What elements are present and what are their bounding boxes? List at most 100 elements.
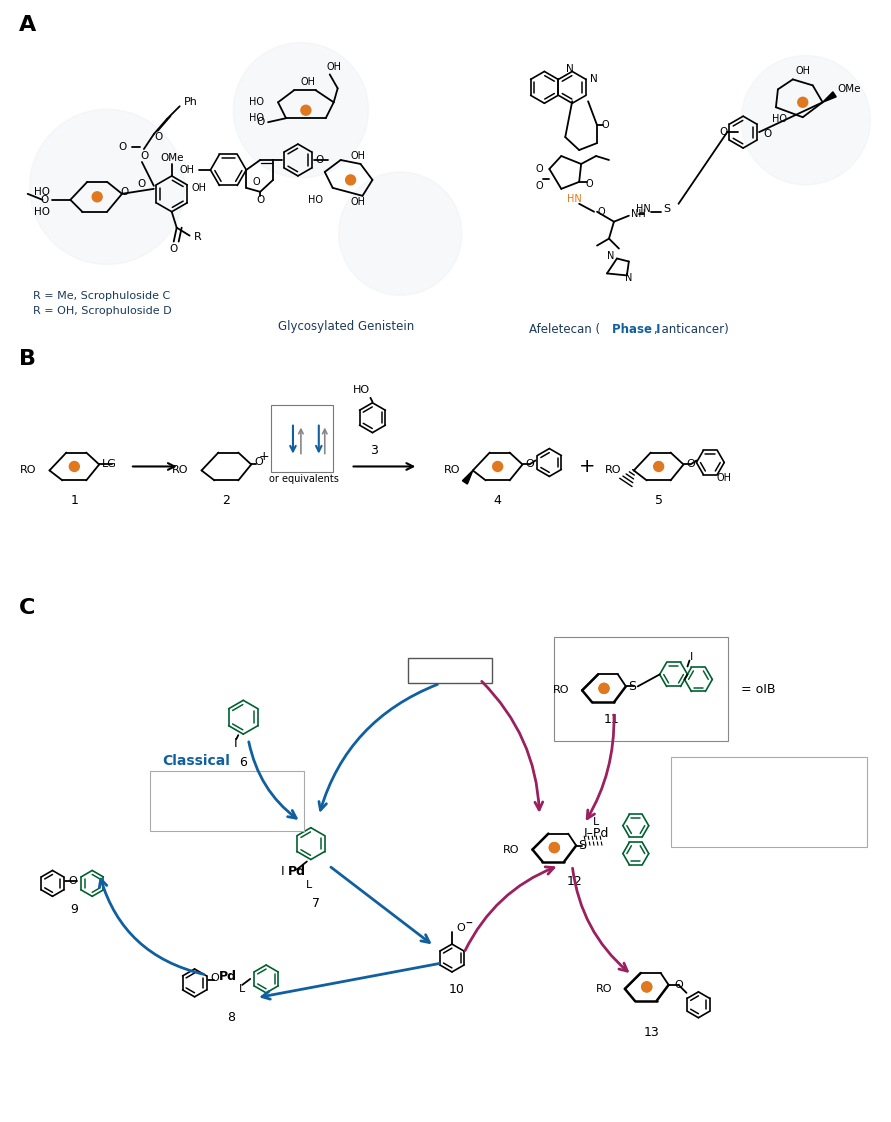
Text: Phase I: Phase I: [612, 323, 660, 335]
Circle shape: [346, 175, 356, 185]
Text: O: O: [210, 973, 219, 983]
Text: +: +: [579, 457, 595, 476]
Circle shape: [339, 172, 462, 295]
Polygon shape: [462, 470, 473, 484]
Text: LG: LG: [102, 460, 117, 469]
Circle shape: [550, 843, 560, 853]
Text: L: L: [306, 881, 312, 891]
Text: O: O: [256, 117, 264, 127]
Text: α: α: [308, 456, 317, 469]
Text: OH: OH: [350, 151, 365, 162]
Text: O: O: [40, 195, 48, 205]
Text: OH: OH: [716, 473, 732, 484]
Text: OH: OH: [350, 196, 365, 206]
Text: 13: 13: [644, 1027, 659, 1039]
Text: L: L: [239, 984, 245, 994]
Text: OH: OH: [192, 183, 207, 193]
Text: R = OH, Scrophuloside D: R = OH, Scrophuloside D: [33, 306, 171, 316]
Text: +: +: [258, 450, 269, 463]
Text: O: O: [526, 460, 535, 469]
Text: OH: OH: [300, 77, 315, 88]
Text: 11: 11: [604, 712, 620, 726]
Text: O: O: [456, 923, 465, 934]
Text: $\mathit{C}_{sp2}$–O  ✓: $\mathit{C}_{sp2}$–O ✓: [159, 787, 219, 803]
Text: OH: OH: [796, 66, 810, 76]
Text: O: O: [585, 178, 593, 188]
Text: Pd: Pd: [288, 865, 306, 877]
Circle shape: [301, 105, 311, 116]
Text: N: N: [625, 274, 633, 284]
Text: • Stereoinversion ($S_N$2): • Stereoinversion ($S_N$2): [681, 802, 803, 816]
Text: $\mathit{C}_{sp3}$–O  ?: $\mathit{C}_{sp3}$–O ?: [159, 810, 217, 827]
Circle shape: [654, 461, 664, 471]
Text: 5: 5: [655, 494, 663, 507]
Text: O: O: [601, 120, 609, 130]
Text: O: O: [254, 458, 263, 468]
Text: Ph: Ph: [184, 98, 198, 108]
Text: Glycosylated Genistein: Glycosylated Genistein: [277, 320, 413, 332]
Text: S: S: [663, 204, 670, 214]
Circle shape: [233, 43, 369, 178]
Text: I: I: [282, 865, 285, 877]
Text: O: O: [169, 243, 178, 254]
Text: RO: RO: [595, 984, 612, 994]
Text: O: O: [535, 181, 544, 191]
Bar: [271, 405, 332, 472]
Text: HN: HN: [567, 194, 582, 204]
Text: I–Pd: I–Pd: [584, 827, 609, 840]
Circle shape: [550, 843, 560, 853]
Text: O: O: [535, 164, 544, 174]
Text: Classical: Classical: [163, 754, 231, 767]
Circle shape: [741, 55, 871, 185]
Text: $\mathit{C}_{sp3}$–O: $\mathit{C}_{sp3}$–O: [681, 783, 723, 800]
Bar: [408, 657, 492, 683]
Text: HO: HO: [35, 187, 51, 196]
Circle shape: [92, 192, 102, 202]
Circle shape: [599, 683, 609, 693]
Text: HN: HN: [636, 204, 651, 214]
Text: O: O: [674, 980, 683, 990]
Text: HO: HO: [307, 195, 323, 205]
Text: 3: 3: [371, 444, 379, 457]
Text: O: O: [252, 177, 260, 187]
Text: O: O: [686, 460, 695, 469]
Text: 10: 10: [449, 983, 465, 996]
Text: = oIB: = oIB: [741, 683, 776, 696]
Text: 7: 7: [312, 896, 320, 910]
Text: , anticancer): , anticancer): [654, 323, 729, 335]
Text: O: O: [68, 876, 77, 886]
Text: C: C: [19, 598, 35, 618]
Text: RO: RO: [552, 686, 569, 696]
Circle shape: [599, 683, 609, 693]
Text: O: O: [119, 142, 127, 153]
Text: O: O: [138, 178, 146, 188]
Text: 8: 8: [227, 1011, 235, 1024]
Text: RO: RO: [172, 466, 189, 476]
Text: O: O: [155, 132, 163, 142]
Text: OMe: OMe: [838, 84, 861, 94]
Text: RO: RO: [20, 466, 37, 476]
Text: O: O: [597, 206, 605, 217]
Text: OH: OH: [180, 165, 194, 175]
Text: 4: 4: [494, 494, 502, 507]
Text: O: O: [315, 155, 324, 165]
Circle shape: [642, 982, 651, 992]
Text: OH: OH: [326, 63, 341, 73]
Text: Pd: Pd: [219, 971, 237, 983]
Bar: [150, 771, 304, 830]
Text: N: N: [590, 74, 598, 84]
Text: β: β: [283, 408, 291, 421]
Text: S: S: [628, 680, 636, 693]
Text: –: –: [466, 917, 473, 931]
Text: NH: NH: [631, 209, 646, 219]
Text: RO: RO: [444, 466, 460, 476]
Text: HO: HO: [354, 385, 371, 395]
Circle shape: [69, 461, 79, 471]
Text: N: N: [608, 250, 615, 260]
Text: β: β: [309, 408, 317, 421]
Bar: [554, 636, 728, 742]
Circle shape: [642, 982, 651, 992]
Text: 1: 1: [70, 494, 78, 507]
Text: • Operationally simple: • Operationally simple: [681, 834, 798, 844]
Bar: [671, 757, 867, 847]
